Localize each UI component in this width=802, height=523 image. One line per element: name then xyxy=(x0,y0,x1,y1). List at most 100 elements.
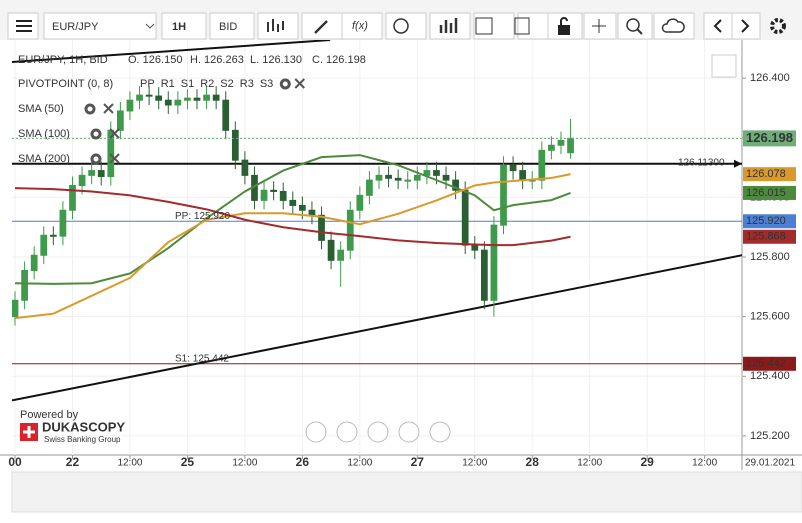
reset[interactable] xyxy=(367,421,389,443)
price-tag-label: 125.442 xyxy=(746,358,786,370)
candle-body xyxy=(174,99,182,106)
side-select[interactable]: BID xyxy=(209,12,255,40)
horizontal-line-label: 126.11300 xyxy=(678,157,725,168)
price-tag xyxy=(743,214,796,229)
pivot-name: PIVOTPOINT (0, 8) xyxy=(18,78,113,90)
candle-body xyxy=(308,209,316,216)
horizontal-arrow xyxy=(734,159,742,168)
y-tick-label: 125.600 xyxy=(750,311,790,323)
candle-body xyxy=(509,164,517,172)
candle-body xyxy=(126,99,134,112)
candle-body xyxy=(212,94,220,101)
trendline xyxy=(12,40,331,64)
x-tick-label: 00 xyxy=(8,455,22,469)
upload-button[interactable] xyxy=(653,12,695,40)
y-tick-label: 125.400 xyxy=(750,370,790,382)
side: BID xyxy=(219,21,237,33)
legend-entry: SMA (50) xyxy=(18,103,64,115)
candle-body xyxy=(289,199,297,206)
draw-button[interactable] xyxy=(301,12,343,40)
period-select[interactable]: 1H xyxy=(161,12,207,40)
legend: EUR/JPY, 1H, BID O. 126.150 H. 126.263 L… xyxy=(18,54,366,90)
legend-remove[interactable] xyxy=(109,128,120,139)
price-tag xyxy=(743,356,796,371)
y-tick-label: 126.400 xyxy=(750,72,790,84)
crosshair-button[interactable] xyxy=(583,12,617,40)
candle-body xyxy=(519,170,527,181)
nav-controls xyxy=(305,421,451,443)
pivot-label: S1: 125.442 xyxy=(175,353,229,364)
candle-body xyxy=(117,110,124,131)
legend-settings[interactable] xyxy=(84,103,96,115)
info-low: L. 126.130 xyxy=(250,54,302,66)
candle-body xyxy=(490,224,498,301)
x-tick-label: 25 xyxy=(181,455,195,469)
x-tick-label: 12:00 xyxy=(232,458,257,469)
stats-button[interactable] xyxy=(429,12,471,40)
chart-type-button[interactable] xyxy=(257,12,299,40)
scroll-right[interactable] xyxy=(429,421,451,443)
candle-body xyxy=(404,179,412,182)
x-tick-label: 12:00 xyxy=(692,458,717,469)
pivot-legend-item: S1 xyxy=(181,78,194,90)
menu-button[interactable] xyxy=(7,12,39,40)
candle-body xyxy=(327,239,335,261)
legend-remove[interactable] xyxy=(103,103,114,114)
legend-settings[interactable] xyxy=(90,153,102,165)
x-tick-label: 22 xyxy=(66,455,80,469)
info-open: O. 126.150 xyxy=(128,54,182,66)
powered-by: Powered by xyxy=(20,409,79,421)
legend-remove[interactable] xyxy=(294,78,305,89)
candle-body xyxy=(298,204,306,211)
candle-body xyxy=(260,189,268,201)
candle-body xyxy=(21,269,28,301)
legend-entry: SMA (100) xyxy=(18,128,70,140)
price-tag xyxy=(743,185,796,200)
candle-body xyxy=(413,174,421,181)
x-tick-label: 28 xyxy=(526,455,540,469)
navigator[interactable] xyxy=(11,471,802,513)
legend-remove[interactable] xyxy=(109,153,120,164)
sma-line xyxy=(14,173,571,320)
candle-body xyxy=(12,299,19,318)
candle-body xyxy=(318,214,325,241)
candle-body xyxy=(136,94,143,101)
popout-button[interactable] xyxy=(711,54,737,78)
pivot-legend-item: R2 xyxy=(200,78,214,90)
candle-body xyxy=(375,174,383,181)
zoom-in[interactable] xyxy=(398,421,420,443)
lock-button[interactable] xyxy=(547,12,583,40)
x-tick-label: 12:00 xyxy=(577,458,602,469)
x-tick-label: 12:00 xyxy=(462,458,487,469)
candle-body xyxy=(567,137,574,154)
next-button[interactable] xyxy=(731,12,761,40)
indicator-button[interactable]: f(x) xyxy=(341,12,383,40)
zoom-button[interactable] xyxy=(617,12,653,40)
settings-button[interactable] xyxy=(770,18,786,34)
candle-body xyxy=(97,170,105,178)
symbol-select[interactable]: EUR/JPY xyxy=(43,12,157,40)
candle-body xyxy=(69,184,76,211)
candle-body xyxy=(356,194,364,211)
candle-body xyxy=(346,209,354,251)
legend-settings[interactable] xyxy=(279,78,291,90)
legend-entry: SMA (200) xyxy=(18,153,70,165)
prev-button[interactable] xyxy=(703,12,733,40)
pivot-legend-item: S2 xyxy=(220,78,233,90)
scroll-left[interactable] xyxy=(305,421,327,443)
candle-body xyxy=(231,129,239,161)
candle-body xyxy=(538,149,546,181)
candle-body xyxy=(30,254,38,271)
candle-body xyxy=(222,99,230,131)
calendar-button[interactable] xyxy=(473,12,515,40)
candle-body xyxy=(78,174,86,186)
brand-sub: Swiss Banking Group xyxy=(44,435,121,444)
candle-body xyxy=(471,244,479,251)
symbol: EUR/JPY xyxy=(52,21,99,33)
info-button[interactable] xyxy=(385,12,427,40)
legend-settings[interactable] xyxy=(90,128,102,140)
x-tick-label: 29 xyxy=(640,455,654,469)
zoom-out[interactable] xyxy=(336,421,358,443)
price-tag xyxy=(743,167,796,182)
